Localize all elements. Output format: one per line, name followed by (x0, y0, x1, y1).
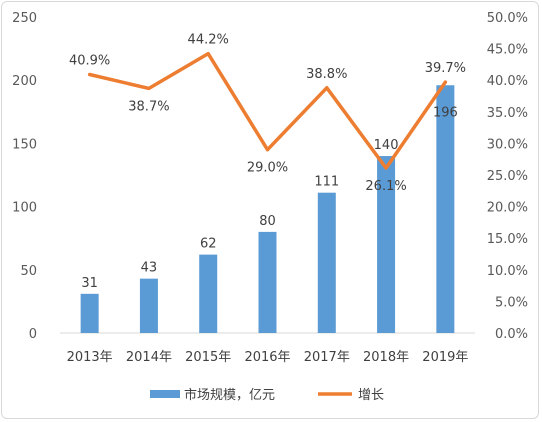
line-value-label: 38.8% (306, 67, 347, 82)
bar-series: 31 43 62 80 111 140 196 (80, 85, 458, 333)
bar (199, 254, 218, 333)
line-series: 40.9% 38.7% 44.2% 29.0% 38.8% 26.1% 39.7% (69, 33, 466, 194)
line-point (384, 166, 388, 170)
bar-value-label: 31 (81, 276, 98, 291)
line-value-label: 38.7% (128, 99, 169, 114)
line-point (443, 80, 447, 84)
line-point (325, 86, 329, 90)
left-tick-label: 100 (12, 201, 37, 216)
right-tick-label: 40.0% (487, 74, 528, 89)
line-value-label: 39.7% (425, 61, 466, 76)
left-tick-label: 0 (29, 327, 37, 342)
right-tick-label: 10.0% (487, 264, 528, 279)
right-tick-label: 50.0% (487, 11, 528, 26)
bar (317, 192, 336, 333)
x-tick-label: 2018年 (363, 350, 409, 365)
left-tick-label: 150 (12, 137, 37, 152)
left-tick-label: 50 (20, 264, 37, 279)
left-tick-label: 250 (12, 11, 37, 26)
x-tick-label: 2013年 (67, 350, 113, 365)
line-point (266, 148, 269, 152)
right-tick-label: 15.0% (487, 232, 528, 247)
bar (377, 156, 396, 333)
right-tick-label: 35.0% (487, 106, 528, 121)
x-axis: 2013年 2014年 2015年 2016年 2017年 2018年 2019年 (67, 350, 469, 365)
right-tick-label: 25.0% (487, 169, 528, 184)
left-tick-label: 200 (12, 74, 37, 89)
line-point (147, 86, 151, 90)
legend-line-label: 增长 (358, 388, 384, 403)
line-point (88, 73, 92, 77)
right-tick-label: 5.0% (495, 295, 528, 310)
bar-value-label: 62 (200, 237, 217, 252)
left-axis: 0 50 100 150 200 250 (12, 11, 37, 342)
right-tick-label: 30.0% (487, 137, 528, 152)
right-tick-label: 45.0% (487, 43, 528, 58)
right-axis: 0.0% 5.0% 10.0% 15.0% 20.0% 25.0% 30.0% 35.0% 40… (487, 11, 528, 342)
legend-bar-label: 市场规模，亿元 (184, 387, 275, 403)
line-value-label: 26.1% (365, 179, 406, 194)
bar (436, 85, 455, 333)
bar (258, 231, 277, 333)
line-value-label: 29.0% (247, 161, 288, 176)
legend-bar-swatch (150, 390, 180, 398)
x-tick-label: 2019年 (422, 350, 468, 365)
bar-value-label: 111 (314, 175, 339, 190)
bar-value-label: 80 (259, 214, 276, 229)
right-tick-label: 20.0% (487, 201, 528, 216)
line-point (206, 52, 210, 56)
bar (139, 278, 158, 333)
line-value-label: 40.9% (69, 54, 110, 69)
x-tick-label: 2015年 (185, 350, 231, 365)
right-tick-label: 0.0% (495, 327, 528, 342)
legend: 市场规模，亿元 增长 (150, 387, 384, 403)
bar (80, 293, 99, 333)
line-value-label: 44.2% (188, 33, 229, 48)
bar-value-label: 196 (433, 105, 458, 120)
x-tick-label: 2017年 (304, 350, 350, 365)
bar-value-label: 140 (374, 138, 399, 153)
x-tick-label: 2014年 (126, 350, 172, 365)
bar-value-label: 43 (141, 261, 158, 276)
x-tick-label: 2016年 (244, 350, 290, 365)
